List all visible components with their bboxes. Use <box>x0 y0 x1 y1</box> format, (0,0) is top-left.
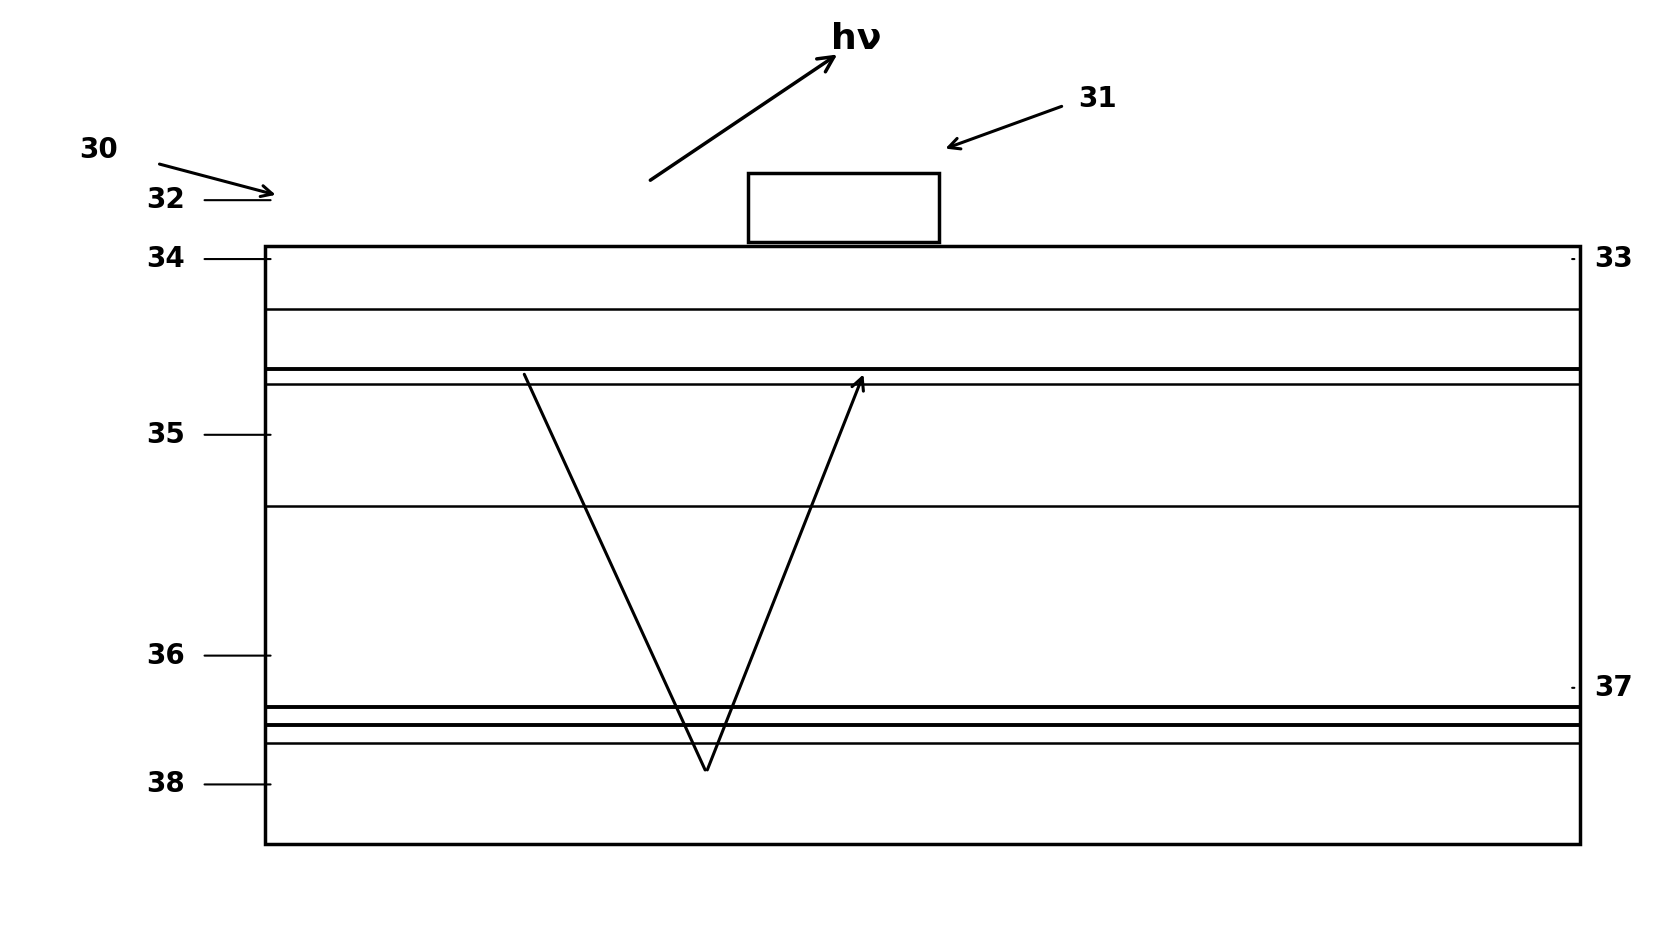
Text: 36: 36 <box>146 642 185 670</box>
Text: 31: 31 <box>1078 85 1117 113</box>
Text: 38: 38 <box>146 771 185 799</box>
Text: hν: hν <box>831 22 881 56</box>
Bar <box>747 173 940 242</box>
Bar <box>265 247 1580 844</box>
Text: 37: 37 <box>1595 673 1634 701</box>
Text: 32: 32 <box>146 186 185 214</box>
Text: 35: 35 <box>146 421 185 449</box>
Text: 33: 33 <box>1595 245 1634 273</box>
Text: 34: 34 <box>146 245 185 273</box>
Text: 30: 30 <box>79 135 118 163</box>
